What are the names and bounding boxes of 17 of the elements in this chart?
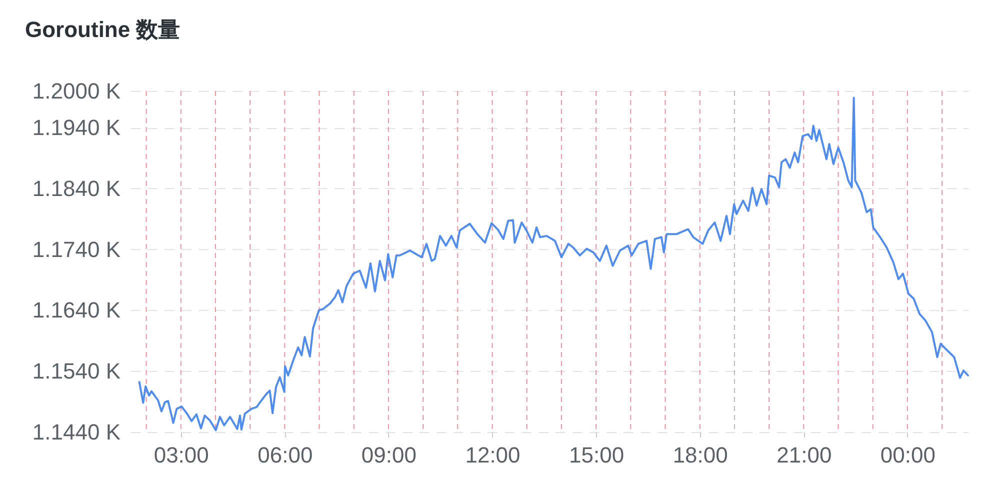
y-tick-label: 1.1440 K: [32, 420, 121, 444]
x-tick-label: 09:00: [361, 442, 416, 468]
x-tick-label: 18:00: [672, 442, 728, 468]
y-tick-label: 1.1640 K: [32, 298, 121, 323]
x-tick-label: 21:00: [776, 442, 832, 468]
y-tick-label: 1.1740 K: [32, 236, 121, 262]
y-tick-label: 1.2000 K: [32, 78, 121, 104]
x-tick-label: 06:00: [258, 442, 313, 468]
y-tick-label: 1.1540 K: [32, 358, 121, 384]
x-tick-label: 12:00: [465, 442, 520, 468]
x-tick-label: 00:00: [880, 442, 936, 468]
y-tick-label: 1.1840 K: [32, 176, 121, 201]
x-tick-label: 15:00: [569, 442, 624, 468]
y-tick-label: 1.1940 K: [32, 115, 121, 140]
chart-title: Goroutine 数量: [25, 17, 180, 42]
line-series: [138, 96, 969, 432]
x-tick-label: 03:00: [154, 442, 209, 468]
